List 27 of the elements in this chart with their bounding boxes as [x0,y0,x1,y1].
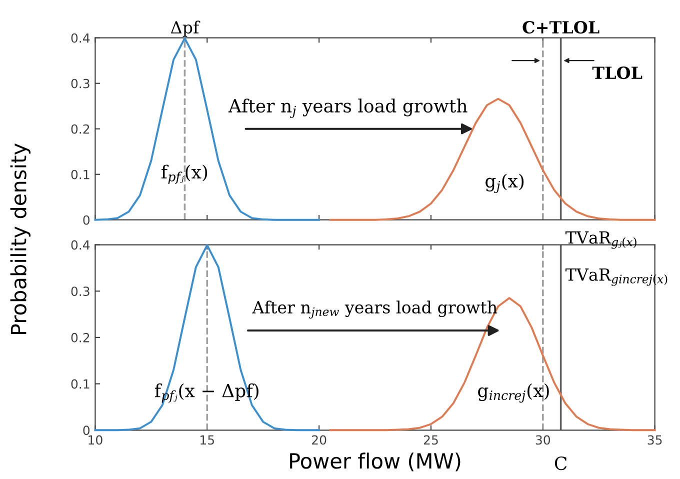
y-tick-label: 0.4 [71,240,90,250]
y-tick-label: 0.2 [71,124,90,134]
y-tick-label: 0.4 [71,33,90,43]
annotation: g$_{increj}$(x) [478,383,549,403]
y-tick-label: 0.1 [71,379,90,389]
x-tick-label: 15 [200,435,214,445]
annotation: g$_{j}$(x) [486,174,524,194]
x-tick-label: 10 [88,435,102,445]
text: C [554,456,567,470]
annotation: After n$_{jnew}$ years load growth [252,300,498,318]
text: C+TLOL [522,20,600,34]
y-tick-label: 0.1 [71,170,90,180]
y-tick-label: 0.3 [71,286,90,296]
y-tick-label: 0.2 [71,332,90,342]
y-tick-label: 0.3 [71,78,90,88]
annotation: After n$_{j}$ years load growth [228,98,468,118]
x-tick-label: 20 [312,435,326,445]
y-tick-label: 0 [83,426,90,436]
annotation: f$_{pfⱼ}$(x) [161,164,208,184]
y-axis-title: Probability density [10,144,30,334]
x-axis-title: Power flow (MW) [290,452,460,472]
x-tick-label: 35 [648,435,662,445]
text: Δpf [170,20,200,37]
x-tick-label: 30 [536,435,550,445]
y-tick-label: 0 [83,215,90,225]
x-tick-label: 25 [424,435,438,445]
annotation: TLOL [592,66,642,80]
